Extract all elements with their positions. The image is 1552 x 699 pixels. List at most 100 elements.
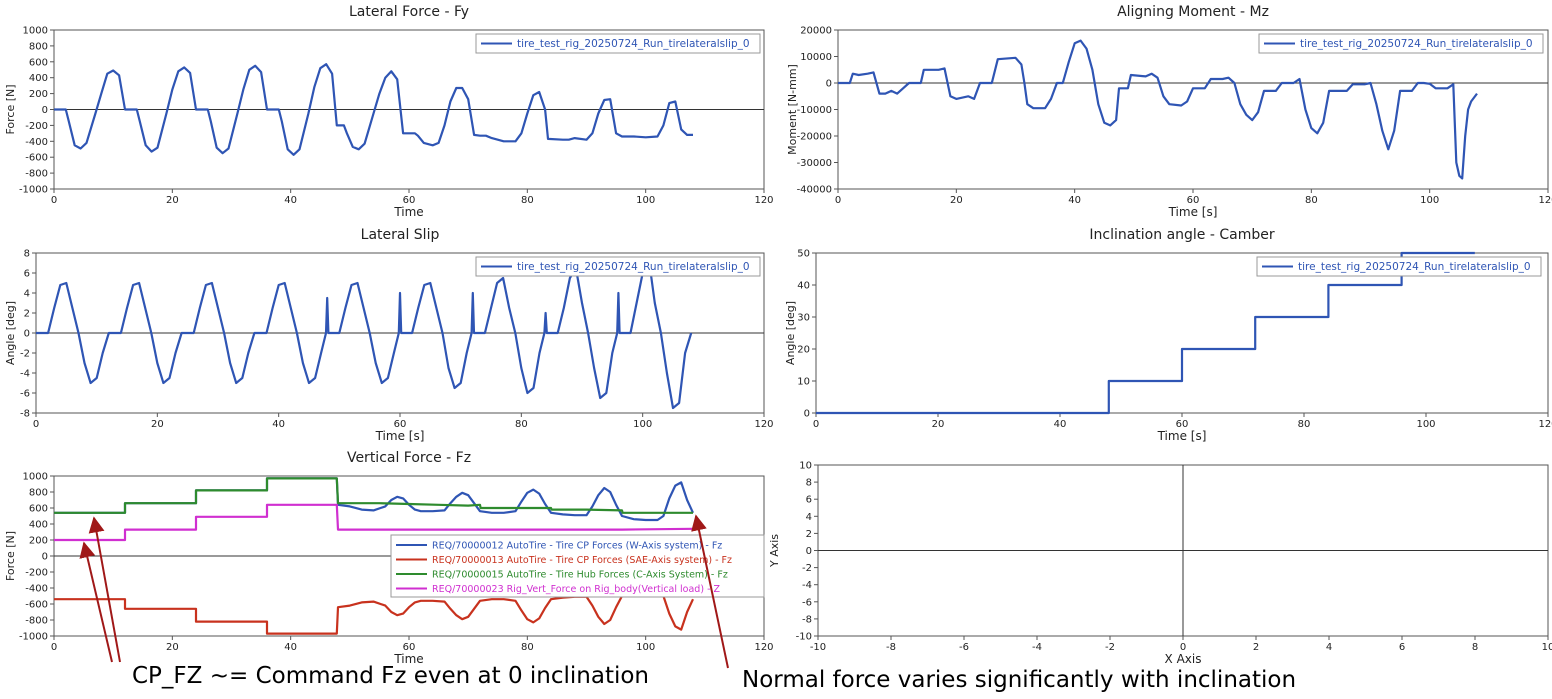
x-tick-label: 10: [1542, 642, 1552, 653]
x-tick-label: 100: [1420, 195, 1439, 206]
legend-box: [1258, 33, 1544, 54]
x-axis-label: Time [s]: [1157, 429, 1207, 443]
x-tick-label: -10: [810, 642, 826, 653]
y-tick-label: -200: [25, 568, 48, 579]
x-tick-label: 0: [51, 642, 57, 653]
series-line-slip-0: [36, 256, 693, 410]
y-tick-label: 10: [799, 461, 812, 472]
legend-box: [1256, 256, 1542, 277]
y-tick-label: -600: [25, 153, 48, 164]
x-tick-label: 60: [403, 642, 416, 653]
x-tick-label: 40: [1068, 195, 1081, 206]
y-tick-label: 0: [24, 329, 30, 340]
y-tick-label: 200: [29, 89, 48, 100]
y-tick-label: -20000: [797, 132, 832, 143]
x-tick-label: 80: [1298, 419, 1311, 430]
series-line-fz-0: [54, 477, 694, 522]
x-tick-label: 60: [1187, 195, 1200, 206]
y-tick-label: 30: [797, 313, 810, 324]
legend: tire_test_rig_20250724_Run_tirelateralsl…: [1258, 33, 1544, 54]
y-tick-label: -1000: [19, 632, 48, 643]
x-tick-label: 0: [1180, 642, 1186, 653]
chart-title: Inclination angle - Camber: [1089, 227, 1274, 243]
arrow-to-green-trace: [88, 516, 121, 663]
x-tick-label: -8: [886, 642, 896, 653]
x-tick-label: -4: [1032, 642, 1042, 653]
x-tick-label: -6: [959, 642, 969, 653]
y-tick-label: -6: [20, 389, 30, 400]
chart-title: Lateral Slip: [361, 227, 440, 243]
y-tick-label: 800: [29, 488, 48, 499]
legend: tire_test_rig_20250724_Run_tirelateralsl…: [475, 33, 761, 54]
series-line-mz-0: [838, 39, 1478, 180]
chart-title: Lateral Force - Fy: [349, 4, 469, 20]
x-tick-label: 60: [394, 419, 407, 430]
x-axis-label: Time: [393, 652, 423, 666]
series-line-camber-0: [816, 251, 1475, 415]
y-tick-label: 10: [797, 377, 810, 388]
x-tick-label: 40: [284, 642, 297, 653]
y-tick-label: 0: [826, 79, 832, 90]
x-tick-label: 0: [51, 195, 57, 206]
y-tick-label: -2: [20, 349, 30, 360]
x-tick-label: 0: [33, 419, 39, 430]
chart-fz: Vertical Force - Fz 0 20 40 60 80 100 120 -1000 -…: [4, 450, 774, 666]
arrow-to-fz-end: [691, 514, 729, 669]
y-tick-label: 6: [24, 269, 30, 280]
x-tick-label: 0: [835, 195, 841, 206]
legend-entry: REQ/70000023 Rig_Vert_Force on Rig_body(…: [432, 584, 721, 595]
y-tick-label: -10000: [797, 105, 832, 116]
y-tick-label: 20000: [800, 26, 832, 37]
x-tick-label: 100: [1416, 419, 1435, 430]
y-axis-label: Angle [deg]: [4, 301, 17, 365]
y-tick-label: 200: [29, 536, 48, 547]
x-tick-label: 120: [754, 642, 773, 653]
series-line-fy-0: [54, 63, 693, 156]
annotation-left: CP_FZ ~= Command Fz even at 0 inclinatio…: [132, 663, 650, 689]
x-tick-label: 2: [1253, 642, 1259, 653]
y-tick-label: 0: [42, 105, 48, 116]
legend-entry: REQ/70000015 AutoTire - Tire Hub Forces …: [432, 570, 728, 581]
y-tick-label: 400: [29, 520, 48, 531]
x-axis-label: Time: [393, 205, 423, 219]
chart-slip: Lateral Slip 0 20 40 60 80 100 120 -8 -6 -4 -2 0 2 4 6 8…: [4, 227, 774, 443]
y-tick-label: 4: [24, 289, 30, 300]
y-tick-label: 4: [806, 512, 812, 523]
x-tick-label: 40: [1054, 419, 1067, 430]
y-tick-label: -4: [20, 369, 30, 380]
x-tick-label: 120: [1538, 419, 1552, 430]
series-line-fz-1: [54, 590, 694, 635]
annotation-arrows: [79, 514, 729, 669]
y-tick-label: -10: [796, 632, 812, 643]
y-tick-label: -30000: [797, 158, 832, 169]
y-axis-label: Force [N]: [4, 84, 17, 134]
x-tick-label: 40: [284, 195, 297, 206]
y-tick-label: -8: [802, 614, 812, 625]
x-tick-label: 100: [636, 195, 655, 206]
x-axis-label: Time [s]: [375, 429, 425, 443]
y-tick-label: 0: [806, 546, 812, 557]
y-tick-label: -800: [25, 616, 48, 627]
y-tick-label: -4: [802, 580, 812, 591]
series-line-fz-2: [54, 477, 693, 514]
chart-mz: Aligning Moment - Mz 0 20 40 60 80 100 120 -4000…: [786, 4, 1552, 219]
plot-frame: [815, 252, 1549, 414]
x-tick-label: 80: [521, 642, 534, 653]
legend-entry: REQ/70000013 AutoTire - Tire CP Forces (…: [432, 555, 732, 566]
x-tick-label: 80: [1305, 195, 1318, 206]
legend: tire_test_rig_20250724_Run_tirelateralsl…: [1256, 256, 1542, 277]
y-tick-label: 8: [806, 478, 812, 489]
y-tick-label: -40000: [797, 185, 832, 196]
y-tick-label: 400: [29, 73, 48, 84]
y-tick-label: 6: [806, 495, 812, 506]
chart-xy: -10 -8 -6 -4 -2 0 2 4 6 8 10 -10 -8 -6 -4 -2 0 2 4 6 8 10 X Ax…: [768, 461, 1552, 667]
chart-title: Aligning Moment - Mz: [1117, 4, 1269, 20]
x-tick-label: 120: [1538, 195, 1552, 206]
y-tick-label: -800: [25, 169, 48, 180]
x-tick-label: 100: [636, 642, 655, 653]
annotation-right: Normal force varies significantly with i…: [742, 667, 1297, 693]
x-tick-label: 120: [754, 195, 773, 206]
x-tick-label: 20: [166, 195, 179, 206]
legend-entry: REQ/70000012 AutoTire - Tire CP Forces (…: [432, 541, 722, 552]
